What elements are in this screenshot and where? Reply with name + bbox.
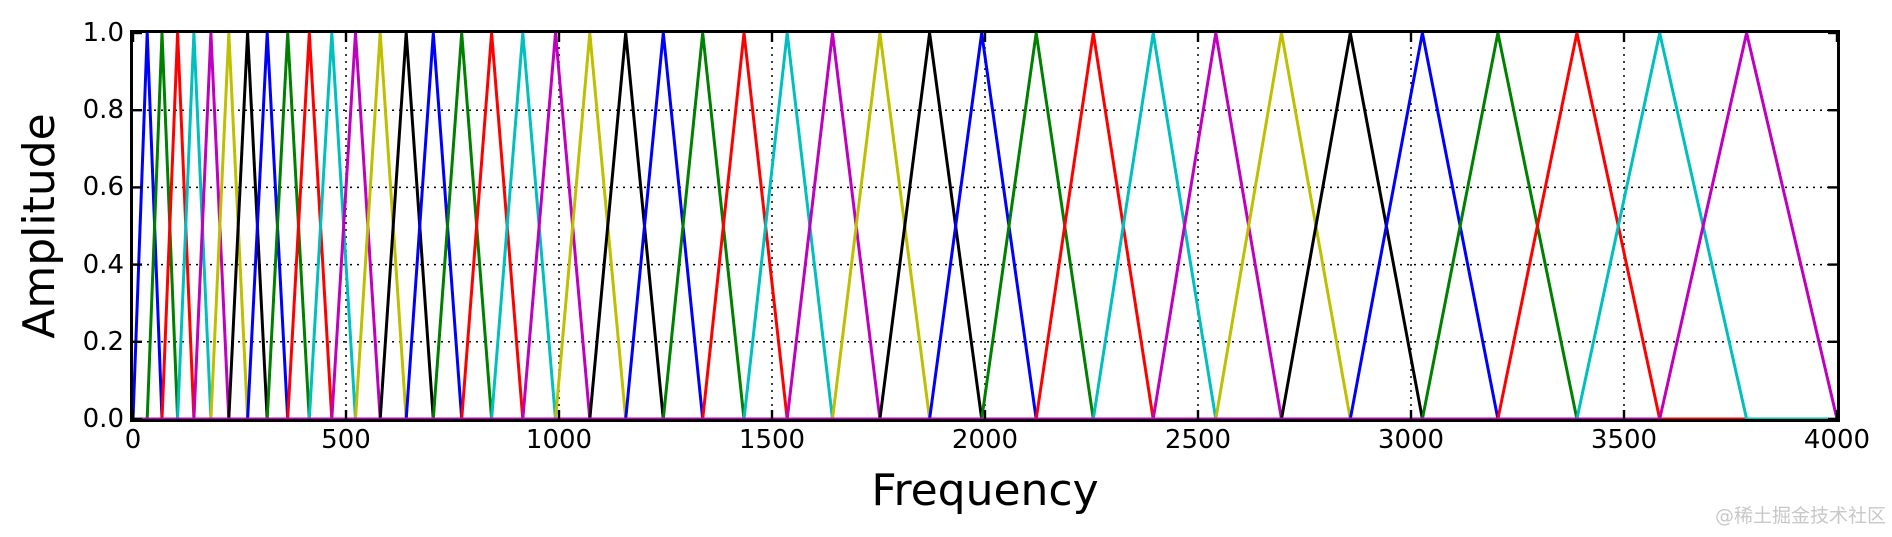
y-tick-label: 0.6 bbox=[82, 172, 124, 203]
mel-filterbank-chart bbox=[133, 33, 1837, 419]
x-tick-label: 2500 bbox=[1164, 425, 1232, 455]
x-tick-label: 3500 bbox=[1590, 425, 1658, 455]
mel-filter-40 bbox=[133, 33, 1837, 419]
plot-area bbox=[130, 30, 1840, 422]
y-tick-label: 0.8 bbox=[82, 95, 124, 126]
y-axis-label: Amplitude bbox=[14, 113, 65, 339]
x-tick-label: 1000 bbox=[525, 425, 593, 455]
x-tick-label: 3000 bbox=[1377, 425, 1445, 455]
x-tick-label: 2000 bbox=[951, 425, 1019, 455]
watermark-text: @稀土掘金技术社区 bbox=[1714, 505, 1886, 527]
x-tick-label: 4000 bbox=[1803, 425, 1871, 455]
y-tick-label: 0.0 bbox=[82, 404, 124, 434]
x-axis-label: Frequency bbox=[871, 465, 1099, 516]
x-tick-label: 500 bbox=[321, 425, 371, 455]
y-tick-label: 0.2 bbox=[82, 326, 124, 357]
x-tick-label: 1500 bbox=[738, 425, 806, 455]
x-tick-label: 0 bbox=[124, 425, 142, 455]
y-tick-label: 0.4 bbox=[82, 249, 124, 280]
y-tick-label: 1.0 bbox=[82, 18, 124, 48]
